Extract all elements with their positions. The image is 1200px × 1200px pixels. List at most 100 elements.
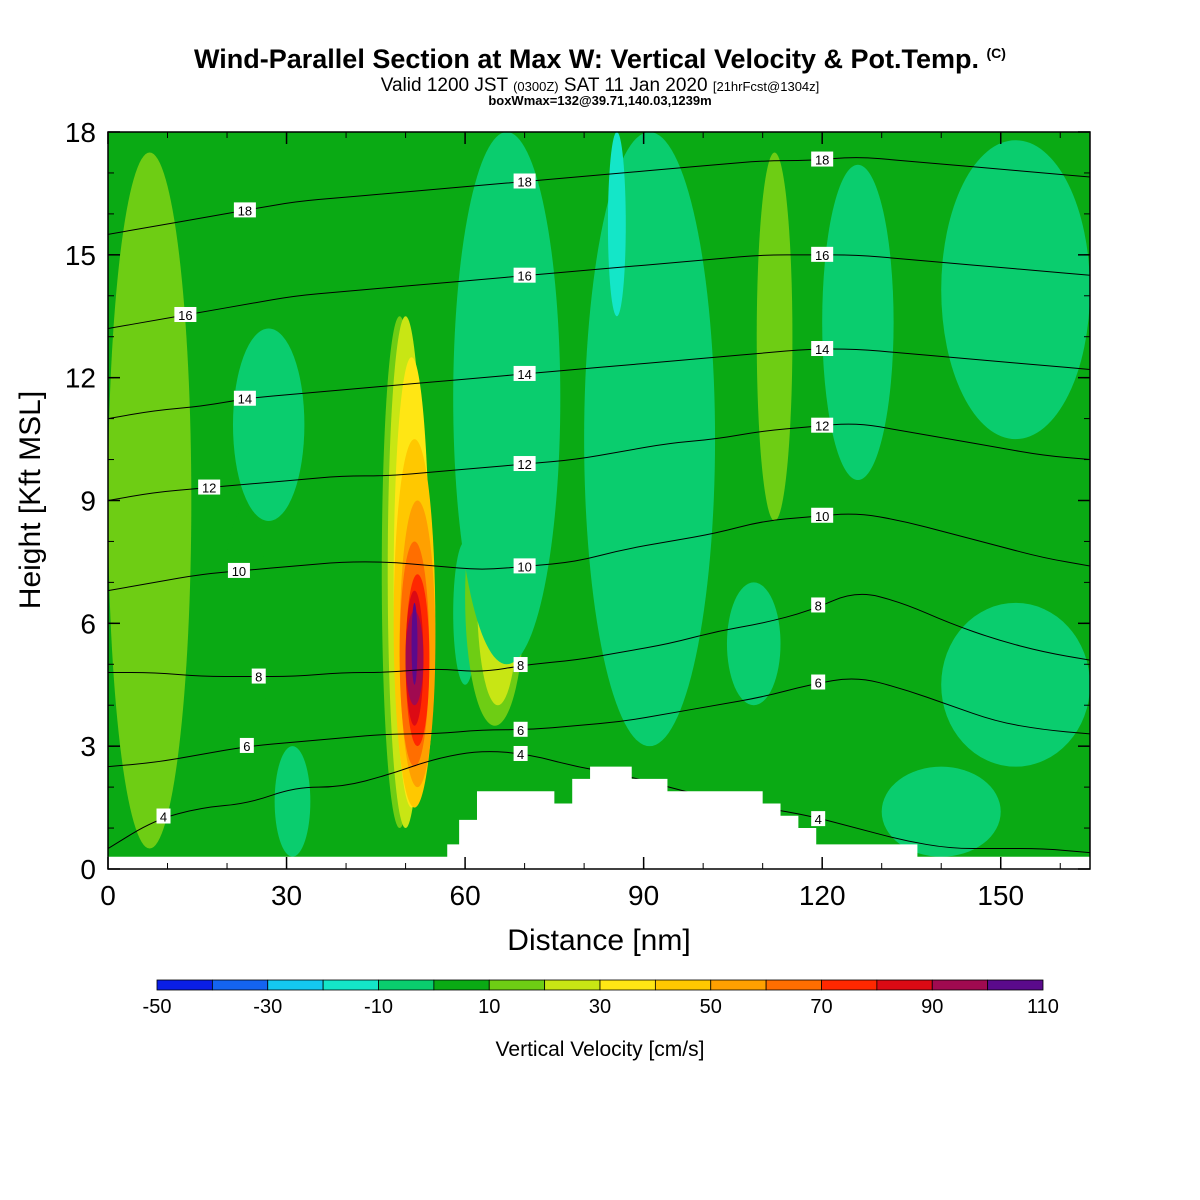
contour-label-box [239,737,254,753]
colorbar-tick-label: 110 [1027,996,1059,1018]
contour-label: 12 [202,481,216,496]
w-region [607,132,626,317]
y-tick-label: 15 [65,240,96,271]
colorbar-swatch [599,979,656,991]
contour-label-box [513,721,528,737]
colorbar-tick-label: -30 [253,996,282,1018]
w-region [221,508,269,763]
contour-label: 10 [232,564,246,579]
colorbar-tick-label: -50 [143,996,172,1018]
contour-label: 6 [517,723,524,738]
theta-contour [108,423,1090,501]
w-region [822,164,894,481]
contour-label: 16 [815,248,829,263]
colorbar-tick-label: 10 [478,996,500,1018]
box-info: boxWmax=132@39.71,140.03,1239m [488,93,712,108]
w-region [584,132,716,747]
contour-label: 14 [238,392,252,407]
contour-label: 14 [517,367,531,382]
x-tick-label: 120 [799,880,846,911]
colorbar-tick-label: -10 [364,996,393,1018]
colorbar-swatch [710,979,767,991]
y-axis-label: Height [Kft MSL] [14,391,47,609]
x-tick-label: 90 [628,880,659,911]
contour-label-box [513,745,528,761]
contour-label-box [156,808,171,824]
chart-title: Wind-Parallel Section at Max W: Vertical… [0,44,1200,75]
colorbar-swatch [156,979,213,991]
contour-label: 8 [517,658,524,673]
w-region [756,152,793,521]
contour-label: 8 [815,598,822,613]
contour-label-box [513,456,536,472]
theta-contours [108,157,1090,854]
contour-labels: 4 4 4 6 6 6 8 8 8 10 10 10 12 12 12 14 14 14 16 16 16 18 18 18 [156,151,834,827]
colorbar-swatch [322,979,379,991]
colorbar-swatch [211,979,269,991]
x-tick-label: 60 [450,880,481,911]
colorbar-swatch [931,979,989,991]
contour-label: 12 [815,419,829,434]
contour-label-box [811,507,834,523]
colorbar-swatch [267,979,324,991]
contour-label-box [233,390,256,406]
contour-label-box [513,365,536,381]
y-tick-label: 18 [65,117,96,148]
contour-label-box [811,341,834,357]
axes: 0 30 60 90 120 150 0 3 6 9 12 15 18 [65,117,1090,911]
contour-label-box [227,562,250,578]
w-region [726,582,781,706]
w-region [941,602,1090,767]
y-tick-label: 6 [80,608,96,639]
valid-utc: (0300Z) [513,79,559,94]
w-region [411,602,418,685]
colorbar-swatch [378,979,435,991]
contour-label-box [811,417,834,433]
contour-label-box [513,558,536,574]
y-tick-label: 9 [80,486,96,517]
w-region [881,766,1001,857]
colorbar-tick-label: 70 [810,996,832,1018]
contour-label: 6 [815,676,822,691]
chart-subtitle: Valid 1200 JST (0300Z) SAT 11 Jan 2020 [… [0,75,1200,97]
terrain-mask [108,766,1090,869]
contour-label: 16 [517,269,531,284]
x-tick-label: 150 [977,880,1024,911]
colorbar-swatch [488,979,546,991]
contour-label: 18 [238,203,252,218]
contour-label: 8 [255,670,262,685]
x-tick-label: 0 [100,880,116,911]
colorbar: -50 -30 -10 10 30 50 70 90 110 [143,979,1059,1018]
contour-label: 10 [517,559,531,574]
w-region [453,132,561,665]
w-region [232,328,305,521]
colorbar-swatch [433,979,490,991]
contour-label: 18 [815,153,829,168]
colorbar-swatch [654,979,712,991]
theta-contour [108,254,1090,330]
y-tick-label: 3 [80,731,96,762]
colorbar-tick-label: 50 [700,996,722,1018]
contour-label-box [811,597,826,613]
contour-label-box [513,267,536,283]
contour-label: 4 [517,747,524,762]
colorbar-swatch [876,979,933,991]
contour-label: 12 [517,457,531,472]
colorbar-label: Vertical Velocity [cm/s] [496,1038,705,1061]
terrain [108,766,1090,869]
contour-label-box [811,246,834,262]
w-region [274,746,311,857]
contour-label-box [811,151,834,167]
colorbar-tick-label: 90 [921,996,943,1018]
x-tick-label: 30 [271,880,302,911]
contour-label-box [811,674,826,690]
colorbar-swatch [765,979,822,991]
theta-contour [108,751,1090,854]
contour-label-box [233,202,256,218]
contour-label: 4 [815,812,822,827]
contour-label-box [811,811,826,827]
w-region [108,152,192,849]
colorbar-swatch [821,979,878,991]
vertical-velocity-shading [108,132,1090,869]
colorbar-tick-label: 30 [589,996,611,1018]
